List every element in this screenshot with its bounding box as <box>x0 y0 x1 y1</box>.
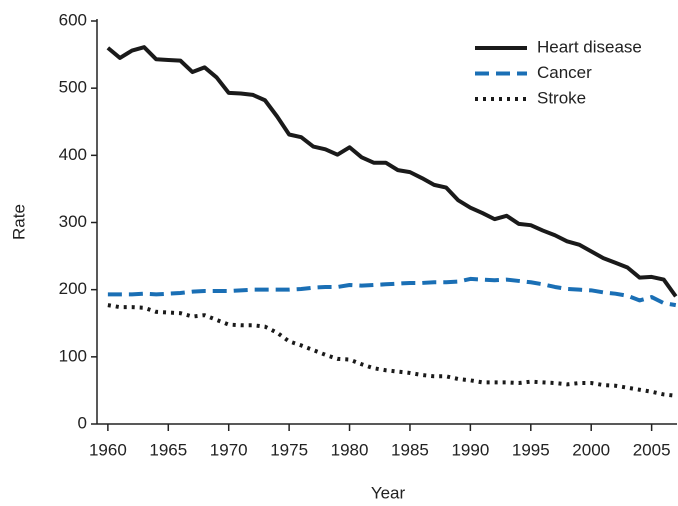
y-tick-label: 300 <box>59 212 87 231</box>
y-tick-label: 0 <box>78 413 87 432</box>
y-axis-label: Rate <box>9 204 28 240</box>
x-tick-label: 1970 <box>210 440 248 459</box>
x-tick-label: 2000 <box>572 440 610 459</box>
x-tick-label: 1980 <box>331 440 369 459</box>
y-tick-label: 600 <box>59 10 87 29</box>
x-axis-label: Year <box>371 483 406 502</box>
y-tick-label: 100 <box>59 346 87 365</box>
data-line <box>107 303 677 398</box>
x-tick-label: 1985 <box>391 440 429 459</box>
data-line <box>107 276 677 308</box>
y-tick-label: 400 <box>59 145 87 164</box>
legend-label: Heart disease <box>537 37 642 56</box>
y-tick-label: 200 <box>59 279 87 298</box>
x-tick-label: 1990 <box>451 440 489 459</box>
legend-label: Stroke <box>537 88 586 107</box>
x-tick-label: 1965 <box>149 440 187 459</box>
legend-label: Cancer <box>537 63 592 82</box>
x-tick-label: 1960 <box>89 440 127 459</box>
data-line <box>106 45 678 298</box>
x-tick-label: 2005 <box>633 440 671 459</box>
x-tick-label: 1975 <box>270 440 308 459</box>
y-tick-label: 500 <box>59 78 87 97</box>
x-tick-label: 1995 <box>512 440 550 459</box>
